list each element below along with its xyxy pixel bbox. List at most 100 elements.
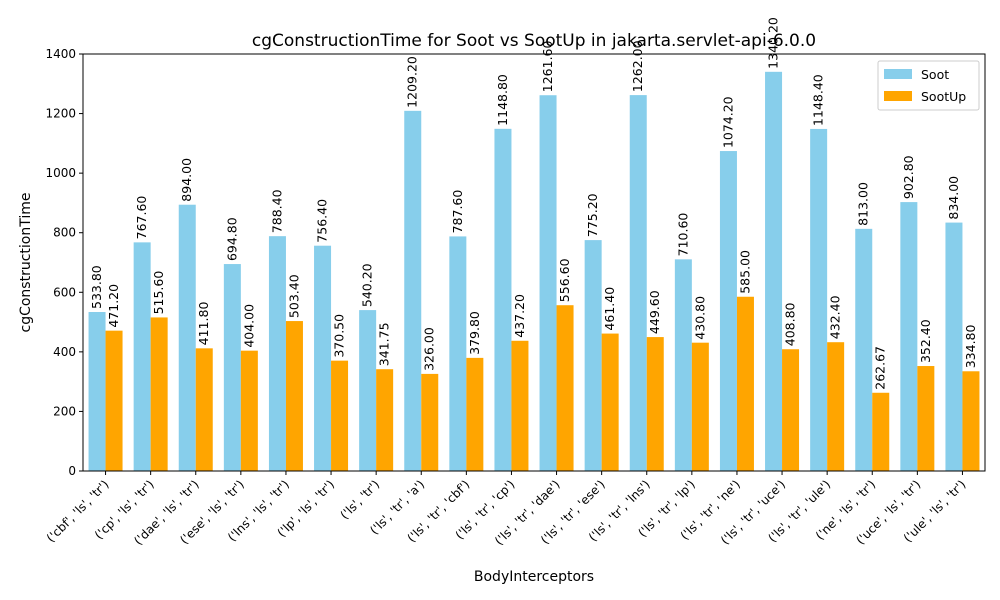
data-label-soot: 1074.20 — [720, 96, 735, 148]
bar-soot-10 — [539, 95, 557, 472]
data-label-sootup: 411.80 — [196, 302, 211, 346]
data-label-soot: 767.60 — [134, 196, 149, 240]
data-label-sootup: 437.20 — [512, 294, 527, 338]
data-label-soot: 1148.80 — [495, 74, 510, 126]
bar-sootup-7 — [421, 373, 439, 471]
bar-soot-8 — [449, 236, 467, 471]
bar-soot-5 — [314, 245, 332, 471]
y-axis-title: cgConstructionTime — [18, 193, 34, 333]
data-label-soot: 787.60 — [450, 190, 465, 234]
y-tick-label: 800 — [53, 226, 76, 240]
bar-soot-6 — [359, 310, 377, 471]
data-label-soot: 894.00 — [179, 158, 194, 202]
bar-sootup-16 — [827, 342, 845, 471]
chart-title: cgConstructionTime for Soot vs SootUp in… — [252, 31, 816, 51]
data-label-sootup: 334.80 — [963, 324, 978, 368]
bar-soot-9 — [494, 128, 512, 471]
data-label-sootup: 515.60 — [151, 271, 166, 315]
bar-soot-11 — [584, 240, 602, 471]
data-label-sootup: 352.40 — [918, 319, 933, 363]
data-label-sootup: 471.20 — [106, 284, 121, 328]
data-label-sootup: 449.60 — [647, 290, 662, 334]
y-axis: 0 200 400 600 800 1000 1200 1400 — [45, 47, 83, 478]
data-label-sootup: 379.80 — [467, 311, 482, 355]
data-label-soot: 1340.20 — [766, 17, 781, 69]
bar-sootup-14 — [736, 296, 754, 471]
data-label-soot: 1261.60 — [540, 40, 555, 92]
bar-sootup-13 — [691, 342, 709, 471]
legend-label-sootup: SootUp — [921, 89, 966, 104]
data-label-soot: 540.20 — [360, 263, 375, 307]
y-tick-label: 200 — [53, 404, 76, 418]
y-tick-label: 1400 — [45, 47, 76, 61]
bar-soot-17 — [855, 228, 873, 471]
y-tick-label: 0 — [68, 464, 76, 478]
legend-swatch-sootup — [884, 91, 912, 101]
bar-sootup-18 — [917, 366, 935, 471]
data-label-soot: 775.20 — [585, 193, 600, 237]
bar-sootup-12 — [646, 337, 664, 471]
bar-sootup-9 — [511, 340, 529, 471]
data-label-soot: 756.40 — [315, 199, 330, 243]
data-labels-layer: 533.80 471.20 767.60 515.60 894.00 411.80 694.… — [89, 17, 978, 390]
bar-sootup-2 — [195, 348, 213, 471]
bar-sootup-5 — [331, 360, 349, 471]
data-label-soot: 813.00 — [856, 182, 871, 226]
bar-sootup-4 — [285, 321, 303, 471]
legend-label-soot: Soot — [921, 67, 949, 82]
y-tick-label: 1200 — [45, 107, 76, 121]
data-label-soot: 710.60 — [675, 213, 690, 257]
legend-swatch-soot — [884, 69, 912, 79]
y-tick-label: 400 — [53, 345, 76, 359]
data-label-soot: 1262.00 — [630, 40, 645, 92]
data-label-sootup: 370.50 — [332, 314, 347, 358]
data-label-sootup: 341.75 — [377, 322, 392, 366]
bar-sootup-3 — [240, 350, 258, 471]
x-tick-label: ('ls', 'tr') — [337, 477, 382, 522]
bar-sootup-1 — [150, 317, 168, 471]
bar-sootup-11 — [601, 333, 619, 471]
data-label-sootup: 430.80 — [692, 296, 707, 340]
bar-soot-0 — [88, 312, 106, 471]
bar-soot-7 — [404, 110, 422, 471]
data-label-soot: 902.80 — [901, 155, 916, 199]
bar-soot-13 — [674, 259, 692, 471]
bar-sootup-15 — [782, 349, 800, 471]
data-label-soot: 834.00 — [946, 176, 961, 220]
bar-sootup-19 — [962, 371, 980, 471]
bar-soot-2 — [178, 204, 196, 472]
x-axis-title: BodyInterceptors — [474, 569, 594, 585]
data-label-soot: 1209.20 — [405, 56, 420, 108]
bar-soot-12 — [629, 95, 647, 472]
bar-sootup-10 — [556, 305, 574, 471]
bars-layer — [88, 71, 980, 472]
data-label-soot: 1148.40 — [811, 74, 826, 126]
data-label-sootup: 432.40 — [828, 295, 843, 339]
bar-sootup-6 — [376, 369, 394, 471]
bar-soot-16 — [810, 128, 828, 471]
data-label-soot: 533.80 — [89, 265, 104, 309]
data-label-sootup: 585.00 — [737, 250, 752, 294]
x-axis: ('cbf', 'ls', 'tr')('cp', 'ls', 'tr')('d… — [44, 471, 969, 548]
data-label-sootup: 262.67 — [873, 346, 888, 390]
y-tick-label: 600 — [53, 285, 76, 299]
data-label-soot: 694.80 — [224, 217, 239, 261]
bar-sootup-8 — [466, 357, 484, 471]
bar-soot-15 — [765, 71, 783, 471]
data-label-sootup: 408.80 — [783, 302, 798, 346]
data-label-soot: 788.40 — [269, 189, 284, 233]
data-label-sootup: 556.60 — [557, 258, 572, 302]
y-tick-label: 1000 — [45, 166, 76, 180]
bar-soot-1 — [133, 242, 151, 471]
data-label-sootup: 326.00 — [422, 327, 437, 371]
bar-soot-4 — [268, 236, 286, 471]
plot-frame — [82, 53, 986, 472]
bar-soot-18 — [900, 202, 918, 471]
bar-sootup-17 — [872, 392, 890, 471]
data-label-sootup: 461.40 — [602, 287, 617, 331]
legend: Soot SootUp — [877, 60, 980, 111]
bar-soot-19 — [945, 222, 963, 471]
data-label-sootup: 404.00 — [241, 304, 256, 348]
